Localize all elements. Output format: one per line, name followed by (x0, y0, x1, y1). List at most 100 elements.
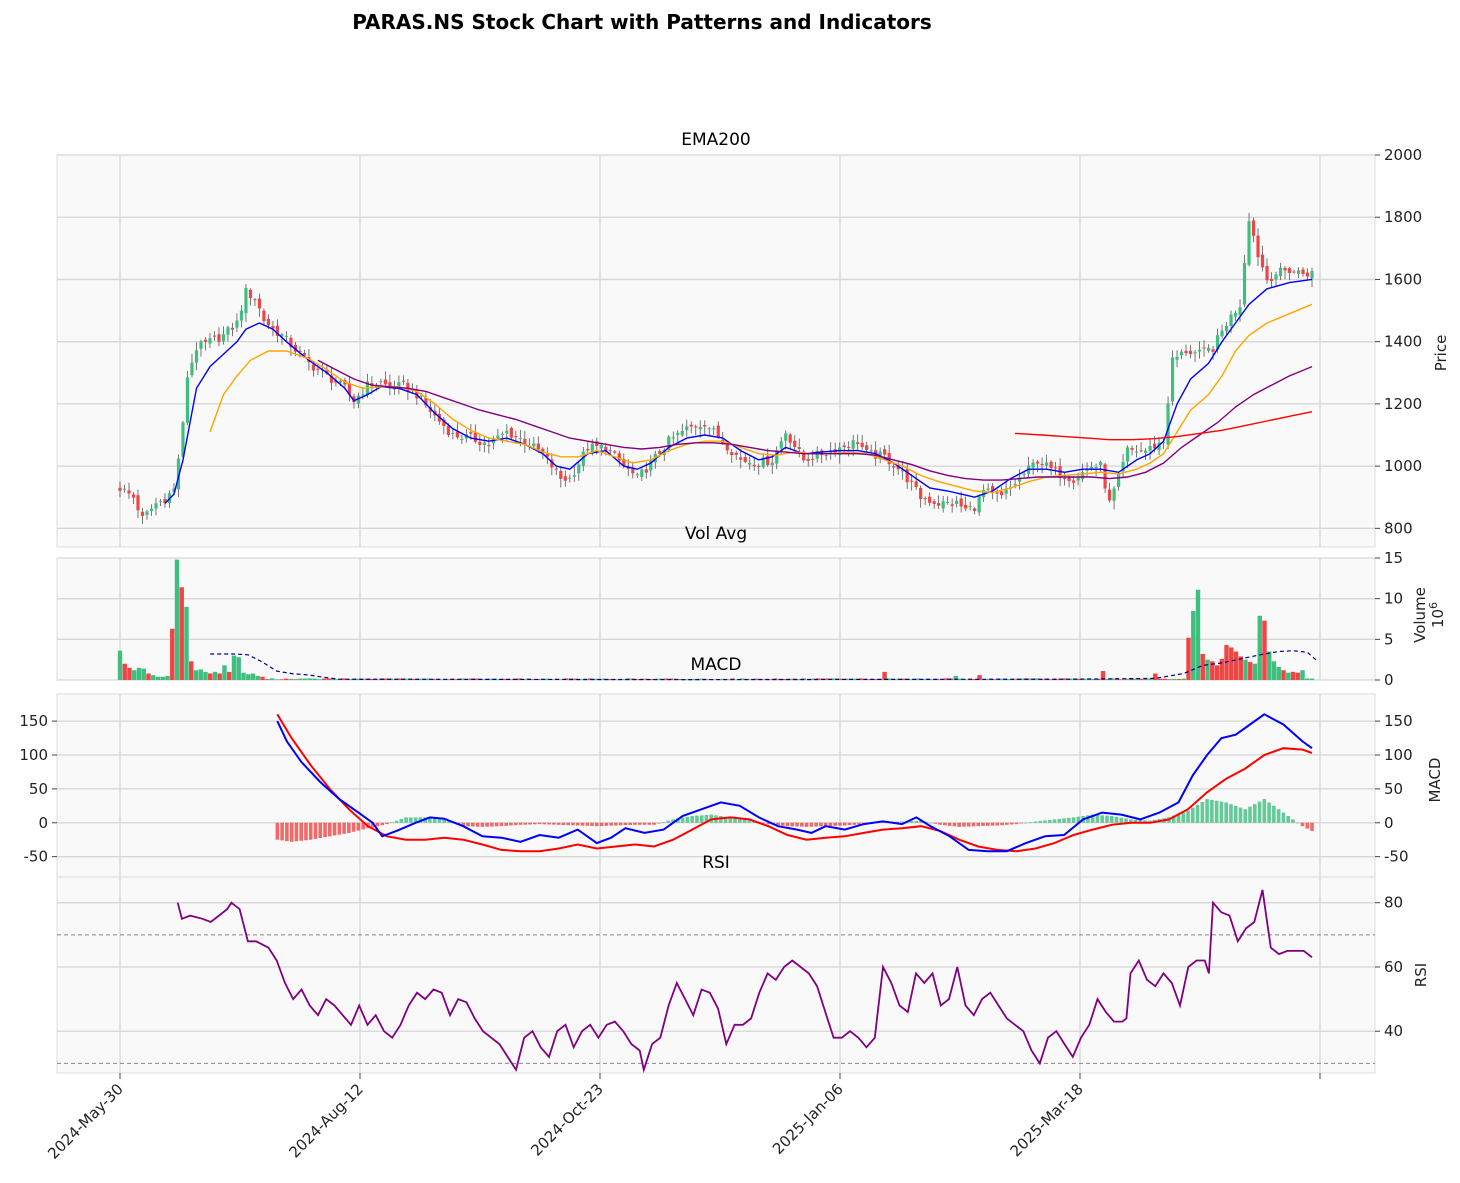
candle-body (235, 320, 239, 328)
volume-bar (564, 678, 569, 680)
macd-hist-bar (1200, 801, 1205, 823)
ema10-line (164, 278, 1313, 504)
macd-hist-bar (933, 822, 938, 824)
candle-body (248, 289, 253, 299)
macd-hist-bar (556, 822, 561, 825)
macd-ytick-label: -50 (1384, 848, 1409, 866)
volume-panel-title: Vol Avg (685, 524, 747, 544)
candle-body (1080, 471, 1085, 479)
macd-hist-bar (304, 822, 308, 841)
macd-hist-bar (599, 822, 604, 826)
macd-hist-bar (652, 822, 656, 825)
candle-body (824, 455, 828, 457)
candle-body (536, 443, 540, 450)
macd-hist-bar (1067, 817, 1071, 823)
volume-bar (944, 678, 949, 680)
volume-bar (1138, 678, 1144, 680)
volume-bar (326, 678, 332, 680)
price-ytick-label: 1000 (1384, 457, 1422, 475)
candle-body (626, 467, 630, 470)
candle-body (1036, 461, 1040, 464)
candle-body (730, 452, 734, 456)
volume-scale-label: 106 (1427, 602, 1447, 628)
rsi-ytick-label: 60 (1384, 958, 1403, 976)
candle-body (406, 382, 410, 392)
candle-body (1206, 347, 1211, 351)
candle-body (1049, 461, 1053, 468)
macd-hist-bar (852, 822, 857, 825)
ema200-line (1015, 411, 1313, 441)
volume-bar (1205, 659, 1210, 680)
candle-body (451, 432, 455, 434)
macd-hist-bar (761, 822, 766, 824)
macd-hist-bar (604, 822, 609, 826)
volume-bar (269, 678, 275, 680)
macd-hist-bar (1057, 818, 1062, 823)
candle-body (991, 486, 995, 491)
candle-body (1157, 442, 1161, 451)
macd-hist-bar (809, 822, 814, 827)
candle-body (1211, 349, 1215, 352)
macd-hist-bar (1272, 805, 1276, 823)
candle-body (262, 310, 266, 322)
macd-hist-bar (914, 820, 919, 823)
volume-bar (184, 606, 189, 680)
macd-hist-bar (976, 822, 981, 827)
volume-bar (739, 678, 745, 680)
ema50-line (317, 359, 1313, 481)
candle-body (1152, 443, 1157, 449)
volume-bar (545, 678, 550, 680)
macd-hist-bar (575, 822, 580, 826)
candle-body (1022, 473, 1026, 475)
candle-body (1072, 480, 1076, 483)
candle-body (239, 310, 244, 321)
rsi-line-group (176, 889, 1313, 1073)
candle-body (284, 335, 289, 337)
volume-bar (1143, 678, 1148, 680)
volume-bar (127, 667, 132, 680)
macd-hist-bar (995, 822, 1000, 826)
candle-body (1233, 313, 1238, 317)
candle-body (604, 446, 608, 452)
candle-body (631, 468, 635, 474)
candle-body (1148, 445, 1152, 451)
volume-bar (844, 678, 849, 680)
macd-left-ytick-label: 150 (19, 712, 48, 730)
volume-bar (298, 678, 303, 680)
candle-body (1143, 450, 1148, 453)
macd-hist-bar (280, 822, 284, 841)
volume-bar (754, 678, 759, 680)
candle-body (590, 443, 594, 453)
macd-left-ytick-label: 100 (19, 746, 48, 764)
price-ytick-label: 800 (1384, 519, 1413, 537)
macd-hist-bar (1186, 810, 1190, 823)
macd-hist-bar (1062, 818, 1066, 823)
candle-body (1310, 271, 1314, 279)
volume-bar (274, 679, 279, 680)
volume-bar (1167, 679, 1172, 680)
candle-body (860, 442, 864, 448)
candle-body (1045, 462, 1049, 466)
macd-hist-bar (1129, 819, 1133, 823)
volume-bar (355, 678, 360, 680)
candle-body (1004, 489, 1008, 494)
candle-body (572, 475, 576, 477)
volume-bar (1200, 653, 1205, 680)
macd-hist-bar (971, 822, 976, 827)
macd-hist-bar (766, 822, 771, 825)
volume-bar (1005, 678, 1011, 680)
candle-body (181, 422, 185, 457)
price-ytick-label: 1400 (1384, 333, 1422, 351)
volume-bar (307, 678, 313, 680)
candle-body (973, 508, 977, 511)
candle-body (383, 379, 387, 385)
macd-hist-bar (1109, 816, 1114, 823)
macd-background (56, 693, 1376, 878)
candle-body (703, 425, 707, 427)
candle-body (586, 448, 590, 451)
macd-hist-bar (385, 822, 389, 825)
volume-bar (117, 650, 123, 680)
candle-body (1215, 335, 1220, 350)
macd-hist-bar (356, 822, 361, 831)
macd-hist-bar (518, 822, 523, 825)
